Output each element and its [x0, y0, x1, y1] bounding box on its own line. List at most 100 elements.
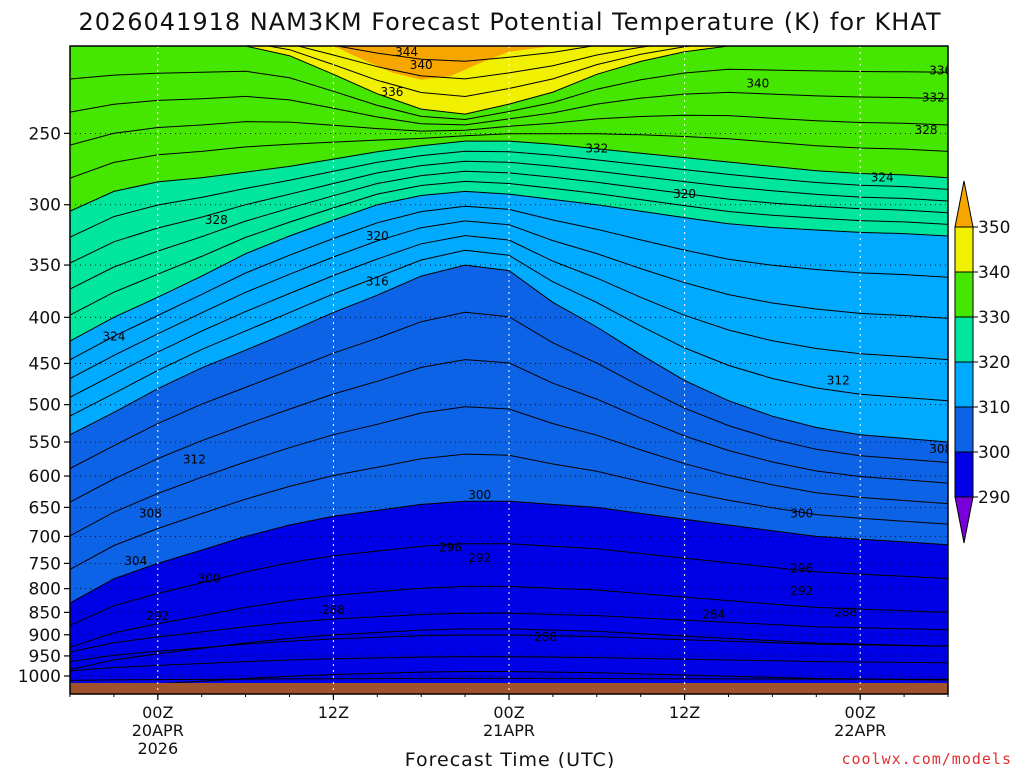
y-tick-label: 850 [29, 603, 61, 623]
contour-label: 284 [702, 608, 725, 622]
contour-label: 336 [380, 85, 403, 99]
colorbar-label: 290 [978, 488, 1010, 508]
plot-area: 3443403403363363323283323243203283203163… [70, 45, 952, 694]
contour-label: 292 [468, 551, 491, 565]
isentrope-298 [70, 543, 948, 626]
contour-label: 332 [585, 142, 608, 156]
y-tick-label: 450 [29, 354, 61, 374]
isentrope-328 [70, 150, 948, 238]
colorbar-label: 330 [978, 308, 1010, 328]
band-above-330 [70, 46, 948, 212]
isentrope-284 [70, 656, 948, 672]
y-tick-label: 750 [29, 554, 61, 574]
contour-label: 300 [468, 488, 491, 502]
colorbar-extend-top [954, 180, 974, 228]
band-above-340 [70, 46, 948, 115]
y-tick-label: 800 [29, 580, 61, 600]
contour-label: 336 [929, 64, 952, 78]
isentrope-306 [70, 359, 948, 503]
x-axis-title: Forecast Time (UTC) [405, 749, 615, 768]
y-tick-label: 400 [29, 308, 61, 328]
x-tick-label: 20APR [132, 721, 184, 740]
colorbar-segment [954, 316, 974, 363]
x-tick-label: 21APR [483, 721, 535, 740]
contour-label: 304 [124, 554, 147, 568]
y-tick-label: 300 [29, 196, 61, 216]
contour-label: 296 [439, 540, 462, 554]
isentrope-320 [70, 190, 948, 342]
contour-label: 296 [790, 562, 813, 576]
isentrope-330 [70, 140, 948, 212]
x-tick-label: 00Z [142, 703, 173, 722]
chart-title: 2026041918 NAM3KM Forecast Potential Tem… [78, 8, 941, 36]
colorbar-segment [954, 361, 974, 408]
contour-label: 308 [929, 442, 952, 456]
isentrope-322 [70, 180, 948, 316]
contour-label: 340 [746, 76, 769, 90]
y-tick-label: 1000 [18, 667, 61, 687]
y-tick-label: 500 [29, 396, 61, 416]
isentrope-344 [296, 46, 654, 80]
colorbar-segment [954, 271, 974, 318]
contour-label: 316 [366, 274, 389, 288]
isentrope-340 [70, 46, 948, 115]
x-tick-label: 12Z [318, 703, 349, 722]
contour-label: 300 [198, 572, 221, 586]
y-tick-label: 900 [29, 626, 61, 646]
colorbar-label: 340 [978, 263, 1010, 283]
contour-label: 320 [673, 187, 696, 201]
y-tick-label: 700 [29, 527, 61, 547]
colorbar-label: 320 [978, 353, 1010, 373]
y-tick-label: 550 [29, 433, 61, 453]
x-tick-label: 12Z [669, 703, 700, 722]
y-tick-label: 950 [29, 647, 61, 667]
colorbar-label: 300 [978, 443, 1010, 463]
contour-label: 328 [915, 123, 938, 137]
y-tick-label: 600 [29, 467, 61, 487]
y-tick-label: 350 [29, 256, 61, 276]
credit-link[interactable]: coolwx.com/models [841, 750, 1012, 768]
x-tick-label: 00Z [845, 703, 876, 722]
contour-label: 288 [534, 630, 557, 644]
colorbar-segment [954, 451, 974, 498]
contour-label: 340 [410, 58, 433, 72]
x-tick-label: 00Z [493, 703, 524, 722]
colorbar-segment [954, 406, 974, 453]
contour-label: 324 [102, 329, 125, 343]
isentrope-338 [70, 68, 948, 121]
contour-label: 312 [183, 452, 206, 466]
contour-label: 288 [834, 605, 857, 619]
isentrope-288 [70, 612, 948, 653]
contour-label: 324 [871, 171, 894, 185]
isentrope-310 [70, 264, 948, 443]
contour-label: 292 [790, 584, 813, 598]
isentrope-304 [70, 406, 948, 537]
colorbar-label: 350 [978, 218, 1010, 238]
grid-lines [70, 46, 948, 694]
contour-label: 288 [322, 603, 345, 617]
contour-label: 300 [790, 506, 813, 520]
contour-label: 328 [205, 213, 228, 227]
contour-label: 308 [139, 506, 162, 520]
isentrope-334 [70, 114, 948, 146]
isentrope-282 [70, 677, 948, 681]
x-tick-label: 2026 [137, 739, 178, 758]
isentrope-300 [70, 500, 948, 604]
contour-label: 292 [146, 609, 169, 623]
colorbar-extend-bottom [954, 496, 974, 544]
colorbar-segment [954, 226, 974, 273]
isentrope-346 [334, 46, 596, 62]
contour-label: 344 [395, 45, 418, 59]
contour-label: 312 [827, 373, 850, 387]
y-tick-label: 250 [29, 124, 61, 144]
colorbar-label: 310 [978, 398, 1010, 418]
contour-labels: 3443403403363363323283323243203283203163… [102, 45, 952, 644]
y-axis: 250 300 350 400 450 500 550 600 650 700 750 800 850 9… [18, 124, 70, 687]
x-tick-label: 22APR [834, 721, 886, 740]
colorbar: 290 300 310 320 330 340 350 [954, 180, 1010, 544]
isentrope-316 [70, 220, 948, 380]
isentrope-326 [70, 160, 948, 264]
contour-label: 320 [366, 229, 389, 243]
